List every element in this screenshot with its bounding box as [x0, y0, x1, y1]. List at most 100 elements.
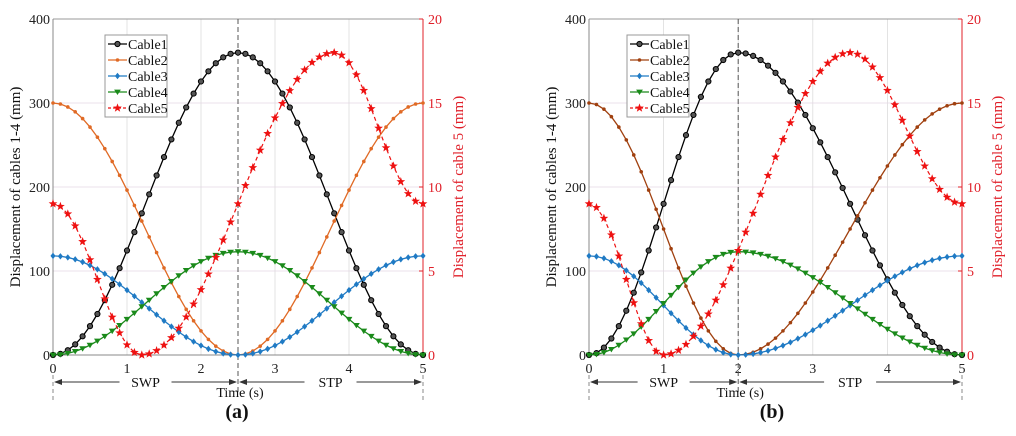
- data-point-cable4: [869, 316, 876, 323]
- data-point-cable1: [382, 323, 390, 330]
- data-point-cable5: [218, 235, 228, 244]
- data-point-cable5: [711, 295, 721, 304]
- data-point-cable4: [101, 333, 109, 340]
- data-point-cable2: [391, 116, 396, 121]
- data-point-cable3: [728, 351, 734, 358]
- data-point-cable1: [183, 104, 190, 111]
- x-axis-label: Time (s): [216, 386, 264, 401]
- y-right-tick-label: 10: [428, 181, 442, 196]
- data-point-cable5: [689, 331, 698, 341]
- data-point-cable5: [853, 49, 862, 58]
- data-point-cable1: [608, 335, 615, 342]
- y-tick-label: 100: [29, 265, 50, 280]
- data-point-cable4: [138, 304, 146, 310]
- data-point-cable4: [64, 350, 72, 357]
- data-point-cable3: [213, 348, 219, 355]
- data-point-cable5: [411, 196, 420, 205]
- data-point-cable1: [742, 50, 749, 57]
- data-point-cable1: [175, 119, 182, 126]
- data-point-cable2: [147, 235, 151, 239]
- data-point-cable4: [652, 309, 660, 315]
- data-point-cable3: [250, 350, 256, 357]
- data-point-cable3: [361, 275, 367, 283]
- data-point-cable3: [309, 317, 315, 324]
- phase-label-swp: SWP: [131, 376, 160, 391]
- data-point-cable1: [234, 49, 242, 56]
- data-point-cable4: [824, 284, 832, 291]
- data-point-cable5: [396, 177, 406, 186]
- data-point-cable1: [153, 172, 160, 179]
- data-point-cable2: [587, 101, 591, 105]
- x-tick-label: 4: [346, 362, 353, 377]
- data-point-cable3: [750, 350, 756, 358]
- data-point-cable5: [741, 227, 751, 236]
- data-point-cable2: [58, 102, 63, 106]
- data-point-cable2: [280, 319, 285, 323]
- data-point-cable1: [653, 224, 660, 231]
- series-cable5: [48, 48, 428, 359]
- data-point-cable5: [263, 128, 272, 138]
- data-point-cable5: [614, 251, 624, 260]
- data-point-cable5: [100, 294, 110, 303]
- data-point-cable1: [787, 88, 794, 95]
- data-point-cable4: [839, 295, 847, 302]
- data-point-cable3: [287, 333, 293, 341]
- legend-marker: [636, 40, 643, 48]
- y-right-tick-label: 20: [428, 13, 442, 28]
- data-point-cable1: [712, 65, 719, 73]
- data-point-cable4: [667, 292, 675, 299]
- data-point-cable4: [160, 284, 168, 291]
- data-point-cable3: [772, 345, 779, 352]
- data-point-cable3: [353, 281, 359, 288]
- data-point-cable1: [294, 119, 301, 126]
- data-point-cable5: [152, 346, 161, 355]
- data-point-cable2: [177, 294, 181, 299]
- legend-label: Cable4: [128, 86, 168, 101]
- data-point-cable4: [271, 259, 279, 265]
- data-point-cable3: [608, 258, 614, 265]
- data-point-cable2: [413, 102, 418, 106]
- data-point-cable1: [936, 344, 943, 351]
- data-point-cable3: [601, 255, 607, 262]
- data-point-cable2: [788, 320, 793, 325]
- y-right-tick-label: 15: [967, 97, 981, 112]
- data-point-cable4: [412, 352, 419, 358]
- data-point-cable4: [316, 291, 323, 297]
- data-point-cable5: [374, 123, 383, 132]
- data-point-cable2: [399, 110, 403, 114]
- data-point-cable1: [600, 344, 608, 351]
- data-point-cable3: [869, 286, 876, 294]
- legend-label: Cable1: [650, 38, 690, 53]
- data-point-cable5: [592, 202, 601, 212]
- data-point-cable2: [117, 173, 122, 178]
- data-point-cable3: [146, 305, 152, 312]
- data-point-cable5: [659, 350, 668, 359]
- legend-marker: [115, 58, 120, 62]
- data-point-cable4: [801, 270, 809, 277]
- series-cable3: [50, 252, 426, 359]
- data-point-cable3: [907, 265, 913, 272]
- y-right-tick-label: 5: [428, 265, 435, 280]
- data-point-cable3: [117, 281, 123, 288]
- y-right-tick-label: 5: [967, 265, 974, 280]
- data-point-cable5: [226, 217, 235, 226]
- data-point-cable5: [241, 180, 250, 190]
- data-point-cable2: [162, 266, 166, 270]
- y-right-tick-label: 10: [967, 181, 981, 196]
- data-point-cable3: [294, 328, 300, 336]
- data-point-cable4: [256, 252, 264, 259]
- data-point-cable3: [929, 256, 935, 264]
- data-point-cable1: [876, 262, 884, 269]
- data-point-cable3: [109, 275, 115, 283]
- data-point-cable2: [631, 153, 636, 157]
- data-point-cable4: [279, 263, 286, 269]
- data-point-cable1: [757, 56, 764, 64]
- data-point-cable5: [56, 201, 65, 211]
- data-point-cable4: [79, 346, 86, 352]
- data-point-cable4: [49, 352, 57, 359]
- data-point-cable4: [943, 351, 951, 357]
- data-point-cable3: [735, 351, 741, 359]
- data-point-cable5: [196, 285, 206, 294]
- data-point-cable3: [586, 252, 592, 260]
- legend-label: Cable1: [128, 38, 168, 53]
